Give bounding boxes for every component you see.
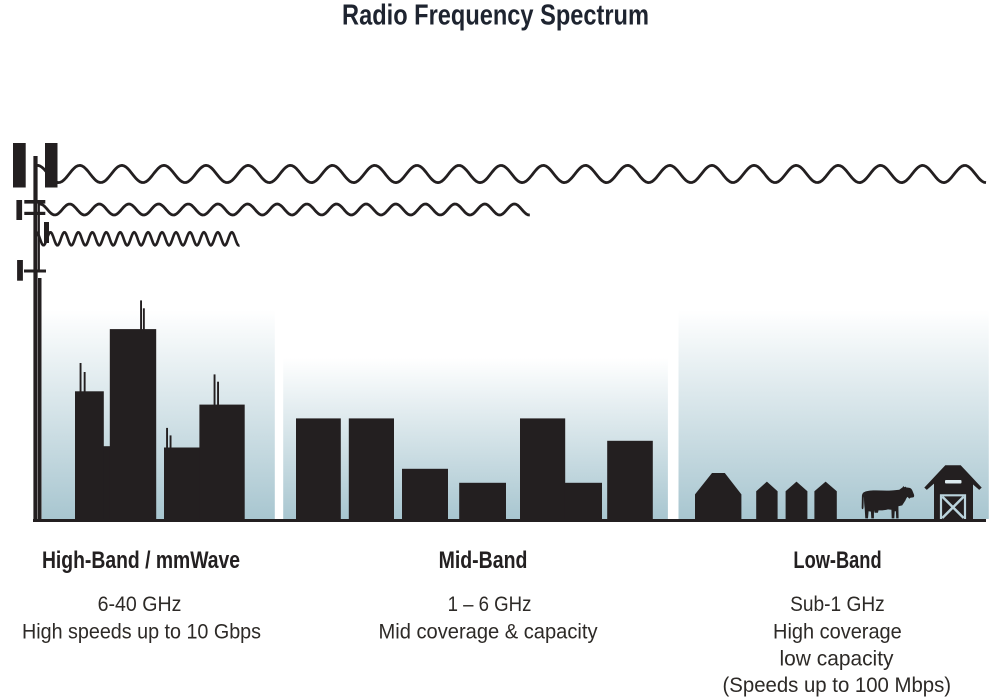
svg-text:Mid-Band: Mid-Band xyxy=(439,546,528,574)
svg-text:Low-Band: Low-Band xyxy=(793,546,881,574)
svg-text:low capacity: low capacity xyxy=(780,647,894,670)
svg-text:6-40 GHz: 6-40 GHz xyxy=(98,593,182,616)
svg-text:High-Band / mmWave: High-Band / mmWave xyxy=(42,546,240,574)
svg-text:Radio Frequency Spectrum: Radio Frequency Spectrum xyxy=(342,0,649,31)
svg-text:1 – 6 GHz: 1 – 6 GHz xyxy=(448,593,532,616)
svg-text:High coverage: High coverage xyxy=(773,620,902,644)
svg-text:High speeds up to 10 Gbps: High speeds up to 10 Gbps xyxy=(22,621,261,644)
svg-text:(Speeds up to 100 Mbps): (Speeds up to 100 Mbps) xyxy=(723,674,952,697)
svg-text:Sub-1 GHz: Sub-1 GHz xyxy=(790,593,885,616)
svg-text:Mid coverage & capacity: Mid coverage & capacity xyxy=(379,620,599,643)
